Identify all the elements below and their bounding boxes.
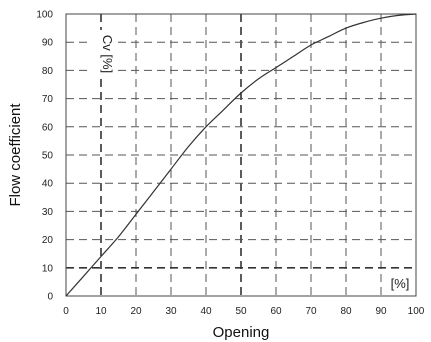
grid-lines <box>66 14 416 296</box>
y-tick-label: 40 <box>42 179 54 190</box>
y-tick-label: 80 <box>42 66 54 77</box>
x-unit-label-background <box>387 274 413 292</box>
x-tick-label: 80 <box>340 306 352 317</box>
y-tick-label: 70 <box>42 94 54 105</box>
y-tick-label: 90 <box>42 38 54 49</box>
x-unit-label: [%] <box>391 276 410 291</box>
x-axis-title: Opening <box>213 324 270 341</box>
x-tick-label: 100 <box>408 306 425 317</box>
x-tick-label: 20 <box>130 306 142 317</box>
y-tick-label: 50 <box>42 151 54 162</box>
x-tick-label: 50 <box>235 306 247 317</box>
x-tick-labels: 0 10 20 30 40 50 60 70 80 90 100 <box>63 306 425 317</box>
x-tick-label: 40 <box>200 306 212 317</box>
y-unit-label-background <box>91 30 113 78</box>
y-tick-label: 100 <box>36 10 53 21</box>
y-tick-label: 10 <box>42 263 54 274</box>
x-tick-label: 0 <box>63 306 69 317</box>
y-tick-label: 30 <box>42 207 54 218</box>
y-unit-label: Cv [%] <box>100 35 115 73</box>
x-tick-label: 70 <box>305 306 317 317</box>
y-tick-labels: 0 10 20 30 40 50 60 70 80 90 100 <box>36 10 53 303</box>
y-tick-label: 60 <box>42 122 54 133</box>
y-tick-label: 0 <box>47 292 53 303</box>
x-tick-label: 30 <box>165 306 177 317</box>
x-tick-label: 90 <box>375 306 387 317</box>
x-tick-label: 60 <box>270 306 282 317</box>
flow-curve-line <box>65 13 417 297</box>
y-axis-title: Flow coefficient <box>7 103 24 207</box>
y-tick-label: 20 <box>42 235 54 246</box>
plot-frame <box>65 13 417 297</box>
x-tick-label: 10 <box>95 306 107 317</box>
